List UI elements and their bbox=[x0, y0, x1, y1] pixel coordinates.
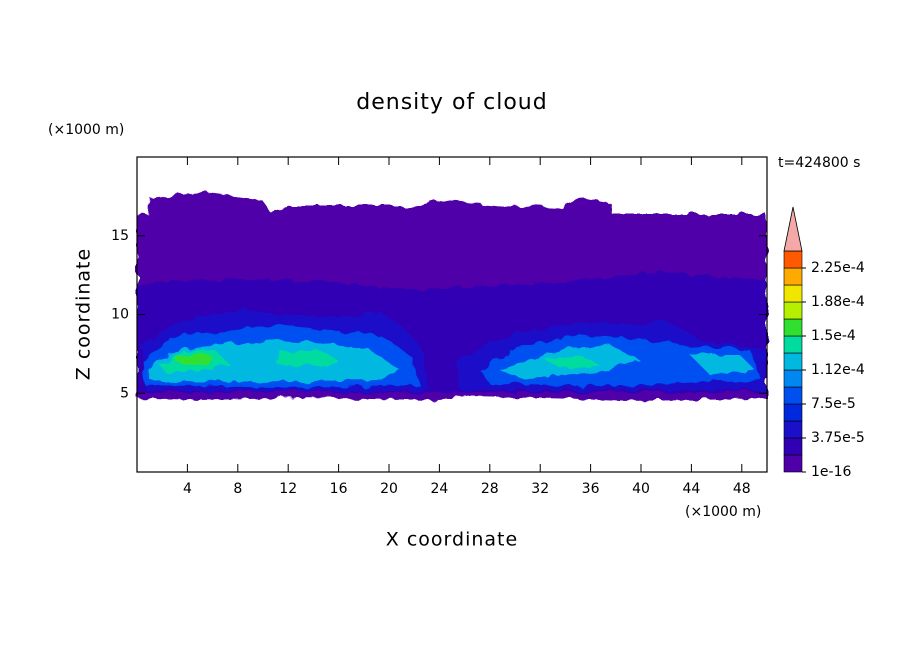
x-tick-label: 20 bbox=[380, 481, 398, 497]
colorbar-bin bbox=[783, 437, 803, 456]
colorbar-bin bbox=[783, 301, 803, 320]
chart-title: density of cloud bbox=[356, 90, 547, 115]
colorbar-bin bbox=[783, 369, 803, 388]
x-tick-label: 48 bbox=[733, 481, 751, 497]
colorbar-label: 1.5e-4 bbox=[811, 328, 856, 344]
x-tick-label: 36 bbox=[582, 481, 600, 497]
x-tick-label: 12 bbox=[279, 481, 297, 497]
y-axis-label: Z coordinate bbox=[73, 248, 95, 380]
colorbar-extension bbox=[783, 206, 803, 252]
x-tick-label: 16 bbox=[330, 481, 348, 497]
colorbar-bin bbox=[783, 335, 803, 354]
x-unit: (×1000 m) bbox=[685, 504, 761, 520]
y-tick-label: 5 bbox=[120, 385, 129, 401]
colorbar-label: 1e-16 bbox=[811, 464, 851, 480]
colorbar-bin bbox=[783, 267, 803, 286]
cloud-region bbox=[160, 350, 600, 372]
colorbar-label: 2.25e-4 bbox=[811, 260, 865, 276]
x-tick-label: 4 bbox=[183, 481, 192, 497]
cloud-region bbox=[175, 352, 212, 366]
colorbar-label: 3.75e-5 bbox=[811, 430, 865, 446]
colorbar-bin bbox=[783, 250, 803, 269]
colorbar-bin bbox=[783, 386, 803, 405]
colorbar-bin bbox=[783, 420, 803, 439]
colorbar-bin bbox=[783, 403, 803, 422]
contour-field bbox=[137, 192, 767, 401]
x-tick-label: 28 bbox=[481, 481, 499, 497]
colorbar-label: 1.88e-4 bbox=[811, 294, 865, 310]
x-axis-label: X coordinate bbox=[386, 529, 518, 551]
colorbar-bin bbox=[783, 318, 803, 337]
cloud-region bbox=[148, 340, 755, 382]
y-unit: (×1000 m) bbox=[48, 122, 124, 138]
time-annotation: t=424800 s bbox=[778, 155, 860, 171]
x-tick-label: 44 bbox=[682, 481, 700, 497]
colorbar-label: 7.5e-5 bbox=[811, 396, 856, 412]
x-tick-label: 40 bbox=[632, 481, 650, 497]
x-tick-label: 24 bbox=[430, 481, 448, 497]
colorbar-bin bbox=[783, 284, 803, 303]
colorbar-bin bbox=[783, 352, 803, 371]
colorbar-label: 1.12e-4 bbox=[811, 362, 865, 378]
x-tick-label: 32 bbox=[531, 481, 549, 497]
y-tick-label: 15 bbox=[111, 228, 129, 244]
y-tick-label: 10 bbox=[111, 307, 129, 323]
x-tick-label: 8 bbox=[233, 481, 242, 497]
colorbar-bin bbox=[783, 454, 803, 473]
